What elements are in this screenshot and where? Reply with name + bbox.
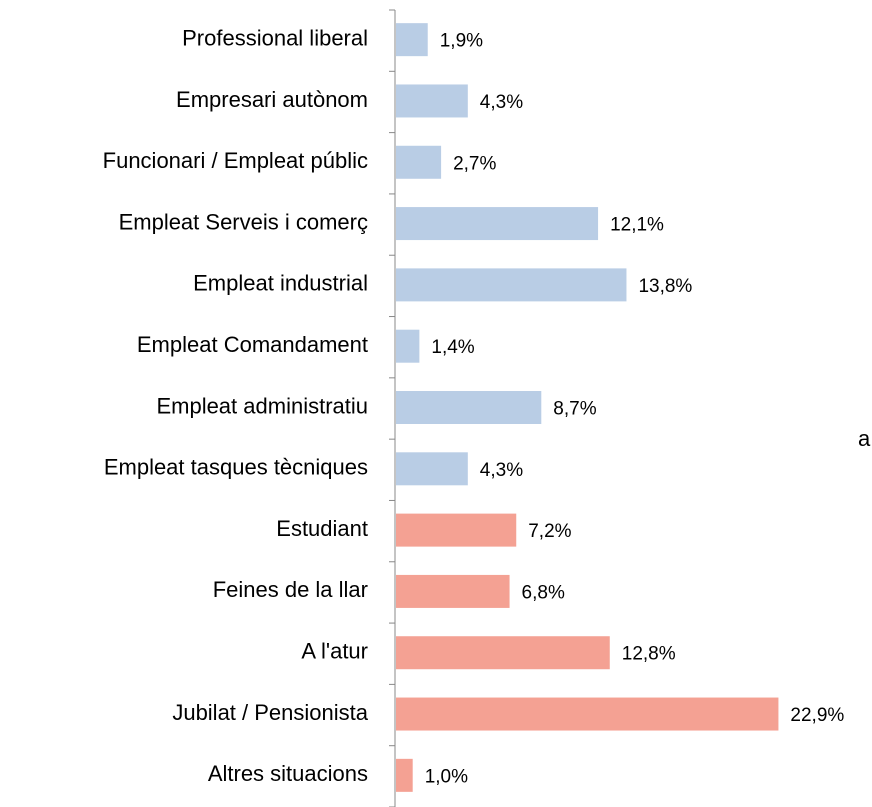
category-label: Funcionari / Empleat públic [103, 148, 368, 173]
category-label: Jubilat / Pensionista [172, 700, 368, 725]
annotation: a [858, 426, 871, 451]
value-label: 12,8% [622, 644, 676, 665]
value-label: 7,2% [528, 521, 571, 542]
bar [396, 23, 428, 57]
bar [396, 145, 442, 179]
bar [396, 84, 468, 118]
category-label: A l'atur [301, 639, 368, 664]
bar [396, 391, 542, 424]
bar [396, 697, 779, 731]
value-label: 4,3% [480, 460, 523, 481]
bar [396, 329, 420, 363]
bar [396, 513, 517, 547]
category-label: Professional liberal [182, 25, 368, 50]
value-label: 12,1% [610, 215, 664, 236]
bar [396, 758, 413, 792]
value-label: 8,7% [553, 399, 596, 420]
value-label: 2,7% [453, 153, 496, 174]
bar [396, 574, 510, 608]
category-label: Empleat Comandament [137, 332, 368, 357]
category-label: Empleat tasques tècniques [104, 455, 368, 480]
value-label: 1,0% [425, 766, 468, 787]
value-label: 6,8% [522, 582, 565, 603]
bar [396, 207, 599, 241]
category-label: Empresari autònom [176, 87, 368, 112]
value-label: 22,9% [790, 705, 844, 726]
category-label: Altres situacions [208, 761, 368, 786]
value-label: 4,3% [480, 92, 523, 113]
category-label: Empleat industrial [193, 271, 368, 296]
bar [396, 268, 627, 302]
value-label: 13,8% [638, 276, 692, 297]
value-label: 1,9% [440, 31, 483, 52]
bar [396, 452, 468, 486]
category-label: Estudiant [276, 516, 368, 541]
bar [396, 636, 610, 670]
category-label: Empleat administratiu [156, 393, 368, 418]
category-label: Feines de la llar [213, 577, 368, 602]
value-label: 1,4% [431, 337, 474, 358]
category-label: Empleat Serveis i comerç [119, 209, 368, 234]
